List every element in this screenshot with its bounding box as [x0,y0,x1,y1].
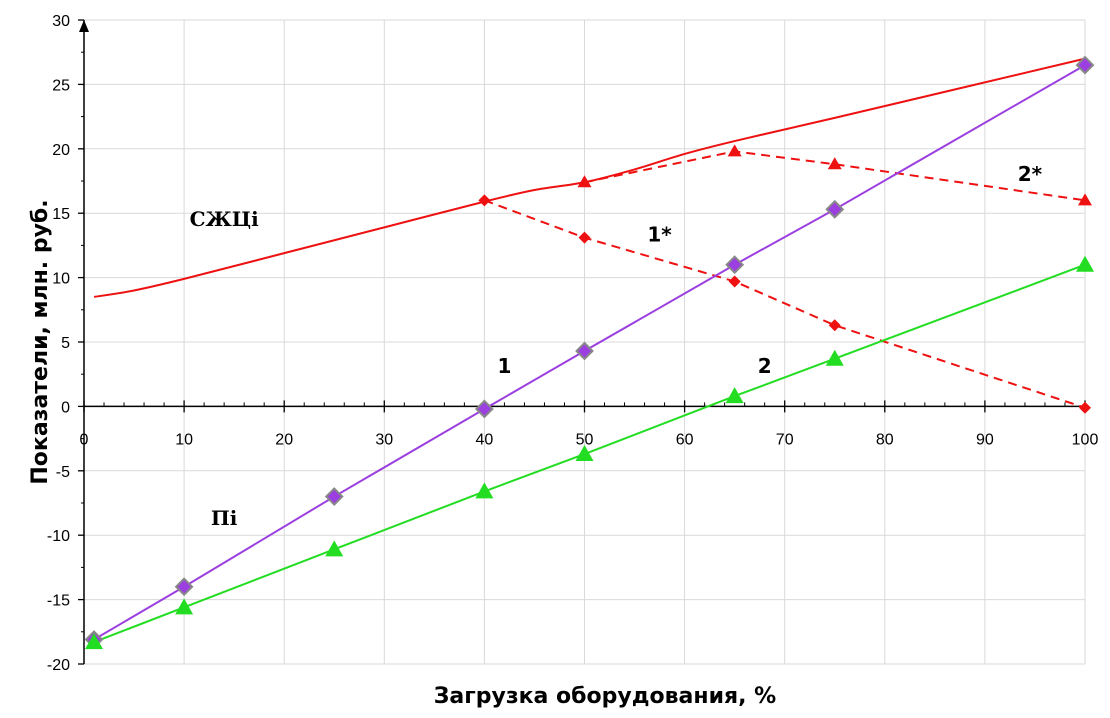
y-tick-label: -5 [56,464,70,481]
y-tick-label: -15 [47,593,70,610]
x-tick-label: 90 [976,431,994,448]
y-tick-label: 5 [61,335,70,352]
series-line-2 [93,263,1086,644]
data-point-2 [575,445,594,462]
annotation-label: 2 [758,354,772,378]
y-axis-title: Показатели, млн. руб. [28,199,53,484]
annotation-label: Пі [211,506,238,530]
annotation-label: 2* [1018,162,1043,186]
data-point-2 [1076,255,1094,272]
x-axis-title: Загрузка оборудования, % [434,684,776,709]
series-markers [84,55,1095,650]
data-point-1 [324,487,344,506]
data-point-2 [725,387,744,404]
x-tick-label: 10 [175,431,193,448]
data-point-2 [85,633,104,650]
series-line-2-star [584,150,1086,202]
x-tick-label: 50 [576,431,594,448]
x-tick-label: 20 [275,431,293,448]
y-tick-label: 30 [52,13,70,30]
series-line-1 [93,64,1086,641]
data-point-1-star [578,231,591,244]
x-tick-label: 30 [375,431,393,448]
y-tick-label: 20 [52,142,70,159]
data-point-1 [174,577,194,597]
data-point-2 [175,598,194,615]
data-point-1-star [478,194,491,207]
x-tick-label: 40 [476,431,494,448]
annotation-label: 1* [647,223,672,247]
data-point-1-star [828,319,841,332]
data-point-2-star [827,157,842,170]
x-tick-label: 80 [876,431,894,448]
x-tick-label: 60 [676,431,694,448]
data-point-2 [475,482,494,499]
data-point-2 [325,540,344,557]
axes [78,19,1086,665]
annotation-label: 1 [497,354,511,378]
data-point-1 [474,399,494,419]
data-point-2 [825,349,844,366]
y-tick-label: 10 [52,271,70,288]
annotation-label: СЖЦі [190,207,259,231]
x-tick-label: 0 [80,431,89,448]
y-tick-label: 25 [52,77,70,94]
y-axis-arrow [79,20,89,32]
grid-lines [84,19,1086,665]
data-point-2-star [727,144,742,157]
y-tick-label: -20 [47,657,70,674]
data-point-1 [825,199,845,219]
x-tick-label: 100 [1072,431,1099,448]
data-point-1 [725,255,745,275]
y-tick-label: 15 [52,206,70,223]
data-point-1 [1075,55,1095,75]
x-tick-label: 70 [776,431,794,448]
tick-labels: -20 -15 -10 -5 0 5 10 15 20 25 30 0 10 20 30 40 50 60 70 80… [47,13,1099,674]
data-point-2-star [577,175,592,188]
data-point-1 [575,341,594,361]
annotations: СЖЦі 1* 2* 1 2 Пі [190,162,1043,530]
series-line-szhc [93,57,1086,298]
data-point-1-star [728,275,741,288]
y-tick-label: 0 [61,399,70,416]
data-point-2-star [1078,193,1092,206]
y-tick-label: -10 [47,528,70,545]
data-point-1-star [1079,401,1091,414]
